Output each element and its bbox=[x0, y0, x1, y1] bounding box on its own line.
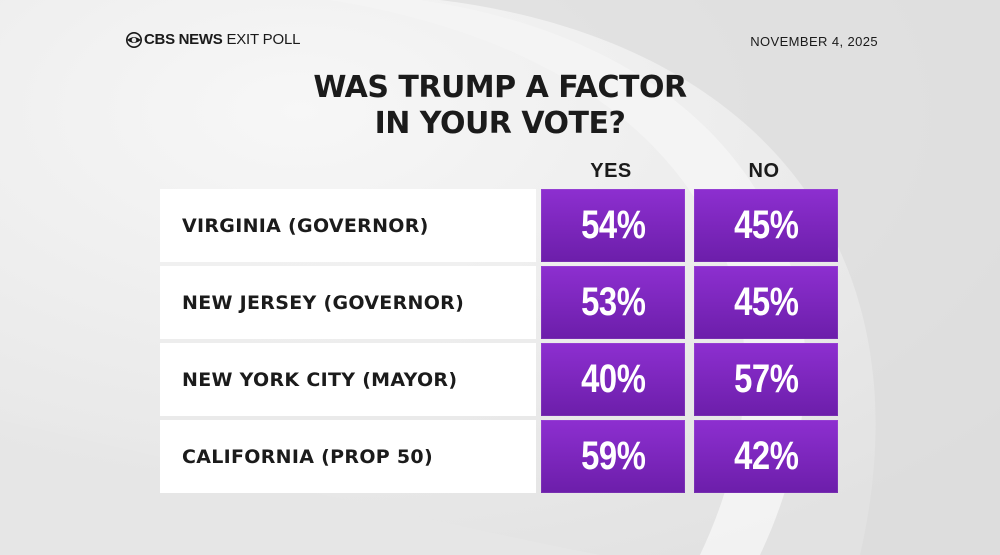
row-label-cell: CALIFORNIA (PROP 50) bbox=[160, 420, 536, 493]
row-label: NEW YORK CITY (MAYOR) bbox=[182, 368, 458, 391]
yes-value-cell: 54% bbox=[541, 189, 685, 262]
yes-value-cell: 53% bbox=[541, 266, 685, 339]
no-value-cell: 42% bbox=[694, 420, 838, 493]
no-value-cell: 45% bbox=[694, 189, 838, 262]
brand-subtitle: EXIT POLL bbox=[226, 31, 301, 48]
no-value: 57% bbox=[733, 357, 799, 401]
row-label-cell: NEW JERSEY (GOVERNOR) bbox=[160, 266, 536, 339]
row-label: NEW JERSEY (GOVERNOR) bbox=[182, 291, 465, 314]
yes-value: 53% bbox=[580, 280, 646, 324]
no-value-cell: 57% bbox=[694, 343, 838, 416]
no-value-cell: 45% bbox=[694, 266, 838, 339]
row-label-cell: NEW YORK CITY (MAYOR) bbox=[160, 343, 536, 416]
chart-title-line-1: WAS TRUMP A FACTOR bbox=[313, 70, 687, 105]
brand-name: CBS NEWS bbox=[144, 31, 223, 48]
row-label-cell: VIRGINIA (GOVERNOR) bbox=[160, 189, 536, 262]
yes-value-cell: 59% bbox=[541, 420, 685, 493]
brand: CBS NEWS EXIT POLL bbox=[126, 31, 300, 48]
no-value: 45% bbox=[733, 203, 799, 247]
poll-date: NOVEMBER 4, 2025 bbox=[750, 34, 878, 49]
yes-value: 40% bbox=[580, 357, 646, 401]
yes-value-cell: 40% bbox=[541, 343, 685, 416]
yes-value: 59% bbox=[580, 434, 646, 478]
chart-title-line-2: IN YOUR VOTE? bbox=[374, 106, 626, 141]
yes-value: 54% bbox=[580, 203, 646, 247]
no-value: 42% bbox=[733, 434, 799, 478]
chart-title: WAS TRUMP A FACTOR IN YOUR VOTE? bbox=[200, 70, 800, 142]
column-header-yes: YES bbox=[590, 160, 632, 182]
header: CBS NEWS EXIT POLL NOVEMBER 4, 2025 bbox=[126, 31, 878, 53]
column-header-no: NO bbox=[748, 160, 780, 182]
no-value: 45% bbox=[733, 280, 799, 324]
row-label: VIRGINIA (GOVERNOR) bbox=[182, 214, 429, 237]
cbs-eye-icon bbox=[126, 31, 142, 48]
row-label: CALIFORNIA (PROP 50) bbox=[182, 445, 433, 468]
